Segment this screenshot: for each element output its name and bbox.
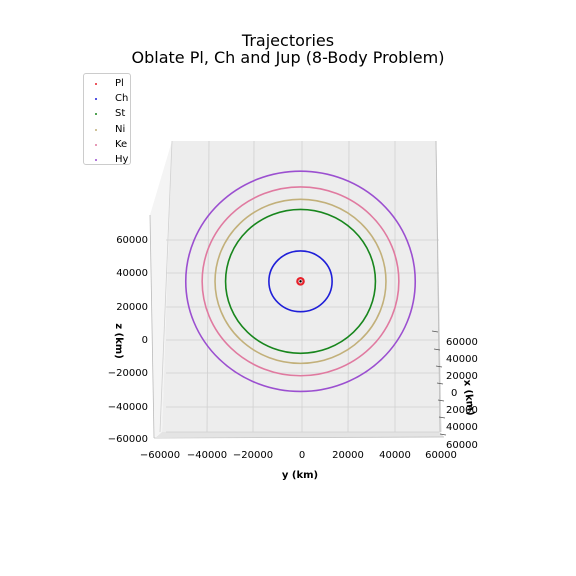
y-axis-label: y (km)	[282, 470, 318, 481]
x-tick-mark	[439, 433, 447, 436]
z-tick-label: 0	[142, 335, 148, 346]
axes-grid	[149, 140, 445, 439]
floor-pane	[156, 432, 444, 437]
legend-item-st: St	[84, 107, 130, 121]
axis-labels: y (km) z (km) x (km)	[113, 323, 476, 481]
grid-line-y	[252, 140, 255, 433]
legend-label: Ni	[115, 123, 126, 135]
orbit-path-ch	[268, 250, 333, 313]
legend-label: Hy	[115, 154, 129, 165]
y-tick-label: 60000	[425, 450, 457, 461]
z-tick-label: −20000	[108, 368, 148, 379]
x-axis-label: x (km)	[461, 379, 476, 416]
x-tick-label: 20000	[446, 405, 478, 416]
grid-line-y	[206, 140, 210, 433]
grid-line-y	[347, 140, 350, 433]
legend-marker	[95, 159, 97, 161]
legend-marker	[95, 143, 97, 146]
orbit-path-hy	[184, 170, 417, 393]
orbit-layer	[184, 170, 417, 393]
left-pane	[150, 141, 172, 438]
axes-panes	[150, 141, 444, 438]
z-tick-label: −60000	[108, 434, 148, 445]
legend-marker	[95, 113, 97, 116]
x-tick-mark	[437, 399, 445, 402]
chart-subtitle-line: Oblate Pl, Ch and Jup (8-Body Problem)	[131, 48, 445, 67]
legend-label: Pl	[115, 78, 124, 89]
orbit-ke	[201, 186, 400, 377]
x-tick-mark	[438, 416, 446, 419]
y-tick-label: −40000	[187, 450, 227, 461]
legend-item-hy: Hy	[84, 153, 130, 167]
legend-label: St	[115, 108, 126, 120]
bottom-axis-line	[153, 436, 445, 439]
orbit-st	[224, 208, 377, 355]
x-tick-label: 20000	[446, 371, 478, 382]
y-tick-label: 0	[299, 450, 305, 461]
x-tick-label: 0	[451, 388, 457, 399]
tick-labels: −60000 −40000 −20000 0 20000 40000 60000600004…	[108, 235, 478, 461]
legend-marker	[95, 83, 97, 85]
orbit-path-ke	[201, 186, 400, 377]
legend-label: Ch	[115, 93, 129, 105]
orbit-hy	[184, 170, 417, 393]
legend-marker	[95, 128, 97, 131]
z-tick-label: −40000	[108, 402, 148, 413]
orbit-pl	[296, 277, 305, 286]
barycenter-marker	[299, 280, 302, 283]
legend-marker	[95, 98, 97, 101]
z-tick-label: 60000	[116, 235, 148, 246]
legend: Pl Ch St Ni Ke Hy	[83, 73, 131, 165]
x-tick-label: 60000	[446, 440, 478, 451]
legend-item-ke: Ke	[84, 138, 130, 152]
z-axis-label: z (km)	[113, 323, 124, 359]
y-tick-label: 40000	[379, 450, 411, 461]
orbit-ch	[268, 250, 333, 313]
x-tick-label: 60000	[446, 337, 478, 348]
chart-title-line: Trajectories	[241, 31, 335, 50]
legend-label: Ke	[115, 138, 128, 150]
z-tick-label: 20000	[116, 302, 148, 313]
y-tick-label: 20000	[332, 450, 364, 461]
legend-item-ch: Ch	[84, 92, 130, 106]
legend-item-pl: Pl	[84, 77, 130, 91]
orbit-path-pl	[296, 277, 305, 286]
orbit-ni	[214, 198, 387, 365]
x-tick-mark	[436, 382, 444, 385]
z-tick-label: 40000	[116, 268, 148, 279]
y-tick-label: −20000	[233, 450, 273, 461]
x-tick-label: 40000	[446, 354, 478, 365]
x-tick-mark	[431, 330, 439, 333]
x-tick-mark	[435, 365, 443, 368]
legend-item-ni: Ni	[84, 123, 130, 137]
x-tick-mark	[433, 348, 441, 351]
y-tick-label: −60000	[140, 450, 180, 461]
x-tick-label: 40000	[446, 422, 478, 433]
orbit-path-st	[224, 208, 377, 355]
grid-line-y	[159, 140, 173, 433]
orbit-path-ni	[214, 198, 387, 365]
left-axis-line	[149, 214, 155, 439]
